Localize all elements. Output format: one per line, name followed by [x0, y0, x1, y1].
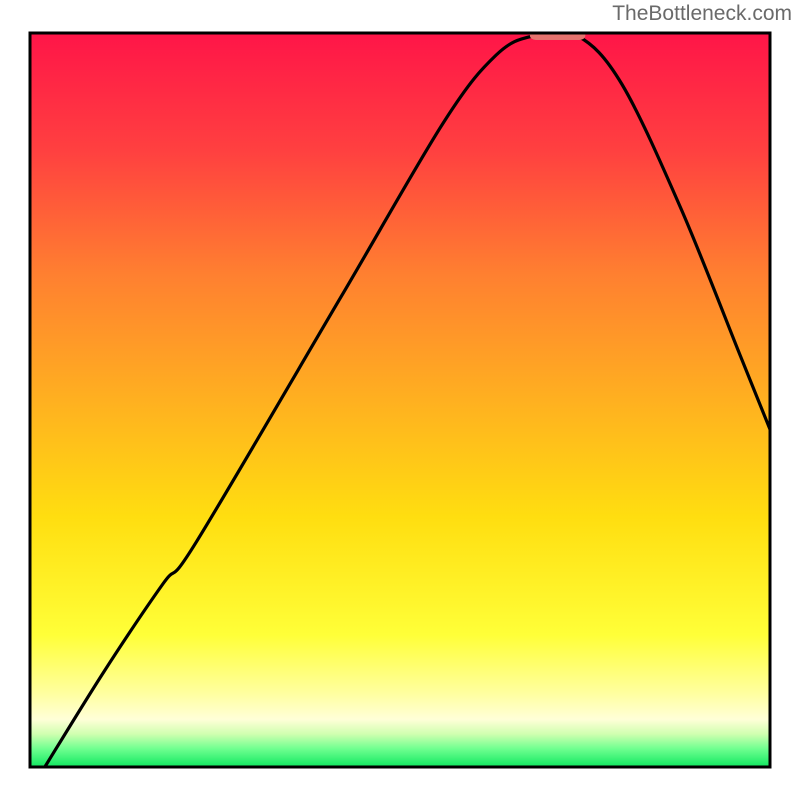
chart-container: TheBottleneck.com — [0, 0, 800, 800]
watermark-text: TheBottleneck.com — [612, 2, 792, 26]
plot-background-gradient — [30, 33, 770, 767]
bottleneck-curve-chart — [0, 0, 800, 800]
